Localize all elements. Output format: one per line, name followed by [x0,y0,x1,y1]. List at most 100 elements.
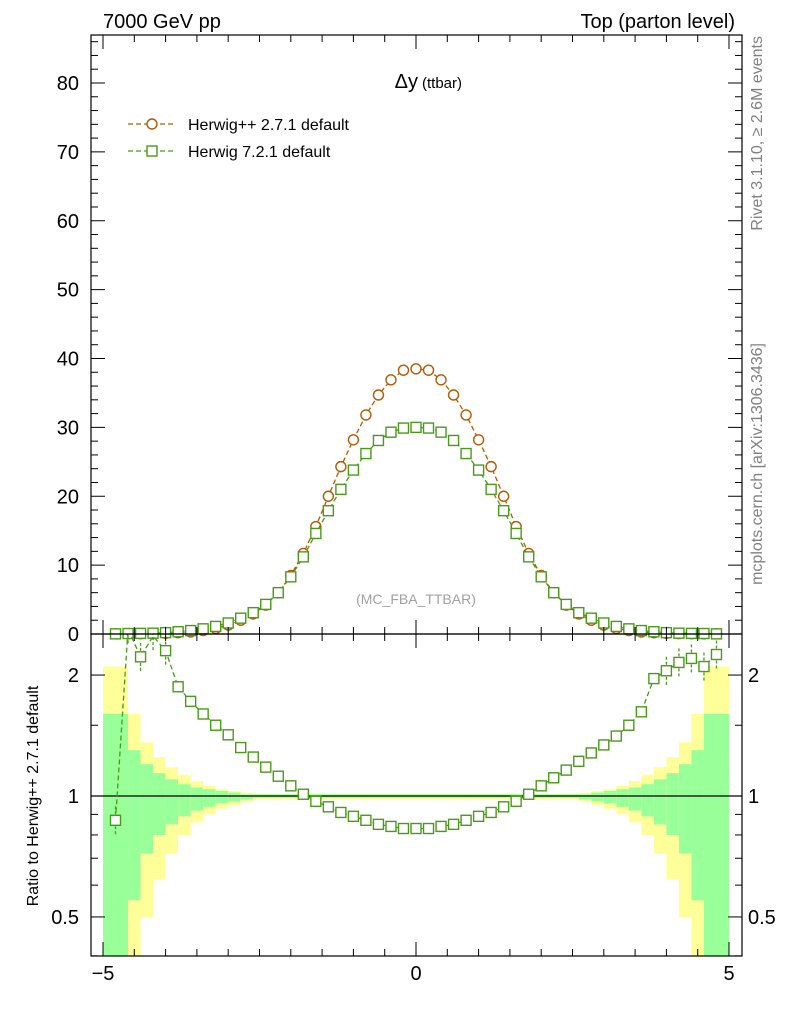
ratio-point-herwig7 [710,648,723,661]
data-point-herwig7 [285,571,297,583]
x-tick-label: 0 [410,963,421,985]
ratio-point-herwig7 [260,761,272,773]
y-tick-label: 80 [57,73,79,95]
data-point-herwig7 [635,624,648,637]
ratio-point-herwig7 [109,814,122,827]
ratio-point-herwig7 [548,772,560,784]
legend: Herwig++ 2.7.1 default Herwig 7.2.1 defau… [128,117,350,161]
ratio-ylabel: Ratio to Herwig++ 2.7.1 default [25,685,42,906]
data-point-herwig7 [422,422,435,434]
ratio-point-herwig7 [472,810,485,823]
ratio-point-herwig7 [485,806,497,819]
uncertainty-band-inner [153,773,166,835]
uncertainty-band-inner [616,789,629,807]
ratio-point-herwig7 [535,780,547,792]
uncertainty-band-inner [203,789,216,807]
uncertainty-band-inner [641,784,654,817]
data-point-herwig-pp [447,389,460,401]
data-point-herwig-pp [372,389,385,401]
ratio-point-herwig7 [197,708,209,720]
y-tick-label: 0 [68,624,79,646]
data-point-herwig-pp [335,460,347,473]
uncertainty-band-inner [578,794,592,800]
plot-title: Δy [395,71,418,93]
rivet-label: Rivet 3.1.10, ≥ 2.6M events [749,36,766,231]
y-tick-label: 50 [57,280,79,302]
data-point-herwig7 [397,422,410,434]
data-point-herwig7 [673,627,685,639]
ratio-point-herwig7 [272,770,284,782]
data-point-herwig7 [335,483,347,496]
uncertainty-band-inner [103,713,129,956]
ratio-point-herwig7 [322,801,335,813]
data-point-herwig7 [685,627,698,640]
data-point-herwig-pp [485,460,497,473]
data-point-herwig-pp [410,363,422,375]
data-point-herwig7 [272,586,284,599]
legend-marker-square [146,145,158,157]
y-tick-label: 40 [57,349,79,371]
ratio-point-herwig7 [522,788,535,800]
uncertainty-band-inner [165,779,179,825]
data-point-herwig7 [310,527,322,540]
ratio-point-herwig7 [660,665,673,677]
data-point-herwig7 [522,551,535,563]
ratio-point-herwig7 [285,780,297,792]
ratio-point-herwig7 [159,644,172,657]
x-tick-label: 5 [723,963,734,985]
data-point-herwig-pp [347,434,360,446]
data-point-herwig7 [322,505,335,517]
data-point-herwig-pp [360,409,372,421]
uncertainty-band-inner [666,773,679,835]
header-left-label: 7000 GeV pp [103,11,221,33]
ratio-point-herwig7 [573,755,585,768]
ratio-point-herwig7 [372,818,385,831]
ratio-point-herwig7 [635,706,648,718]
ratio-point-herwig7 [247,751,259,763]
ratio-point-herwig7 [610,730,623,742]
ratio-point-herwig7 [184,695,197,708]
data-point-herwig7 [585,612,597,624]
watermark: (MC_FBA_TTBAR) [356,591,476,607]
ratio-point-herwig7 [235,741,247,754]
data-point-herwig7 [485,483,497,496]
ratio-point-herwig7 [435,820,447,833]
y-tick-label: 20 [57,486,79,508]
data-point-herwig7 [573,606,585,619]
uncertainty-band-inner [703,713,729,956]
data-point-herwig7 [447,434,460,447]
ratio-point-herwig7 [360,814,372,827]
ratio-y-tick-label: 1 [68,786,79,808]
uncertainty-band-inner [215,790,229,804]
x-tick-label: −5 [92,963,115,985]
ratio-point-herwig7 [209,719,222,731]
ratio-point-herwig7 [347,810,360,823]
ratio-point-herwig7 [698,660,710,673]
data-point-herwig7 [235,612,247,624]
data-point-herwig-pp [385,374,397,386]
legend-label: Herwig++ 2.7.1 default [188,117,350,134]
data-point-herwig-pp [435,374,447,386]
data-point-herwig7 [435,426,447,438]
data-point-herwig7 [548,586,560,599]
ratio-y-tick-label: 0.5 [51,907,79,929]
uncertainty-band-inner [653,779,667,825]
ratio-point-herwig7 [560,764,572,776]
plot-title-suffix: (ttbar) [422,75,462,92]
data-point-herwig7 [247,606,259,619]
uncertainty-band-inner [628,787,642,811]
ratio-point-herwig7 [335,806,347,819]
data-point-herwig7 [297,551,310,563]
ratio-y-tick-label: 2 [68,665,79,687]
ratio-point-herwig7 [410,822,422,835]
uncertainty-band-inner [128,750,141,901]
ratio-point-herwig7 [598,739,610,751]
data-point-herwig7 [172,626,184,638]
ratio-point-herwig7 [685,652,698,665]
data-point-herwig7 [385,426,397,438]
ratio-panel: 0.5 0.5 1 1 2 2 −5 0 5 Ratio to Herwig++ 2.7.1 d… [25,633,776,985]
data-point-herwig-pp [397,364,410,376]
header-right-label: Top (parton level) [580,11,735,33]
data-point-herwig7 [184,624,197,637]
